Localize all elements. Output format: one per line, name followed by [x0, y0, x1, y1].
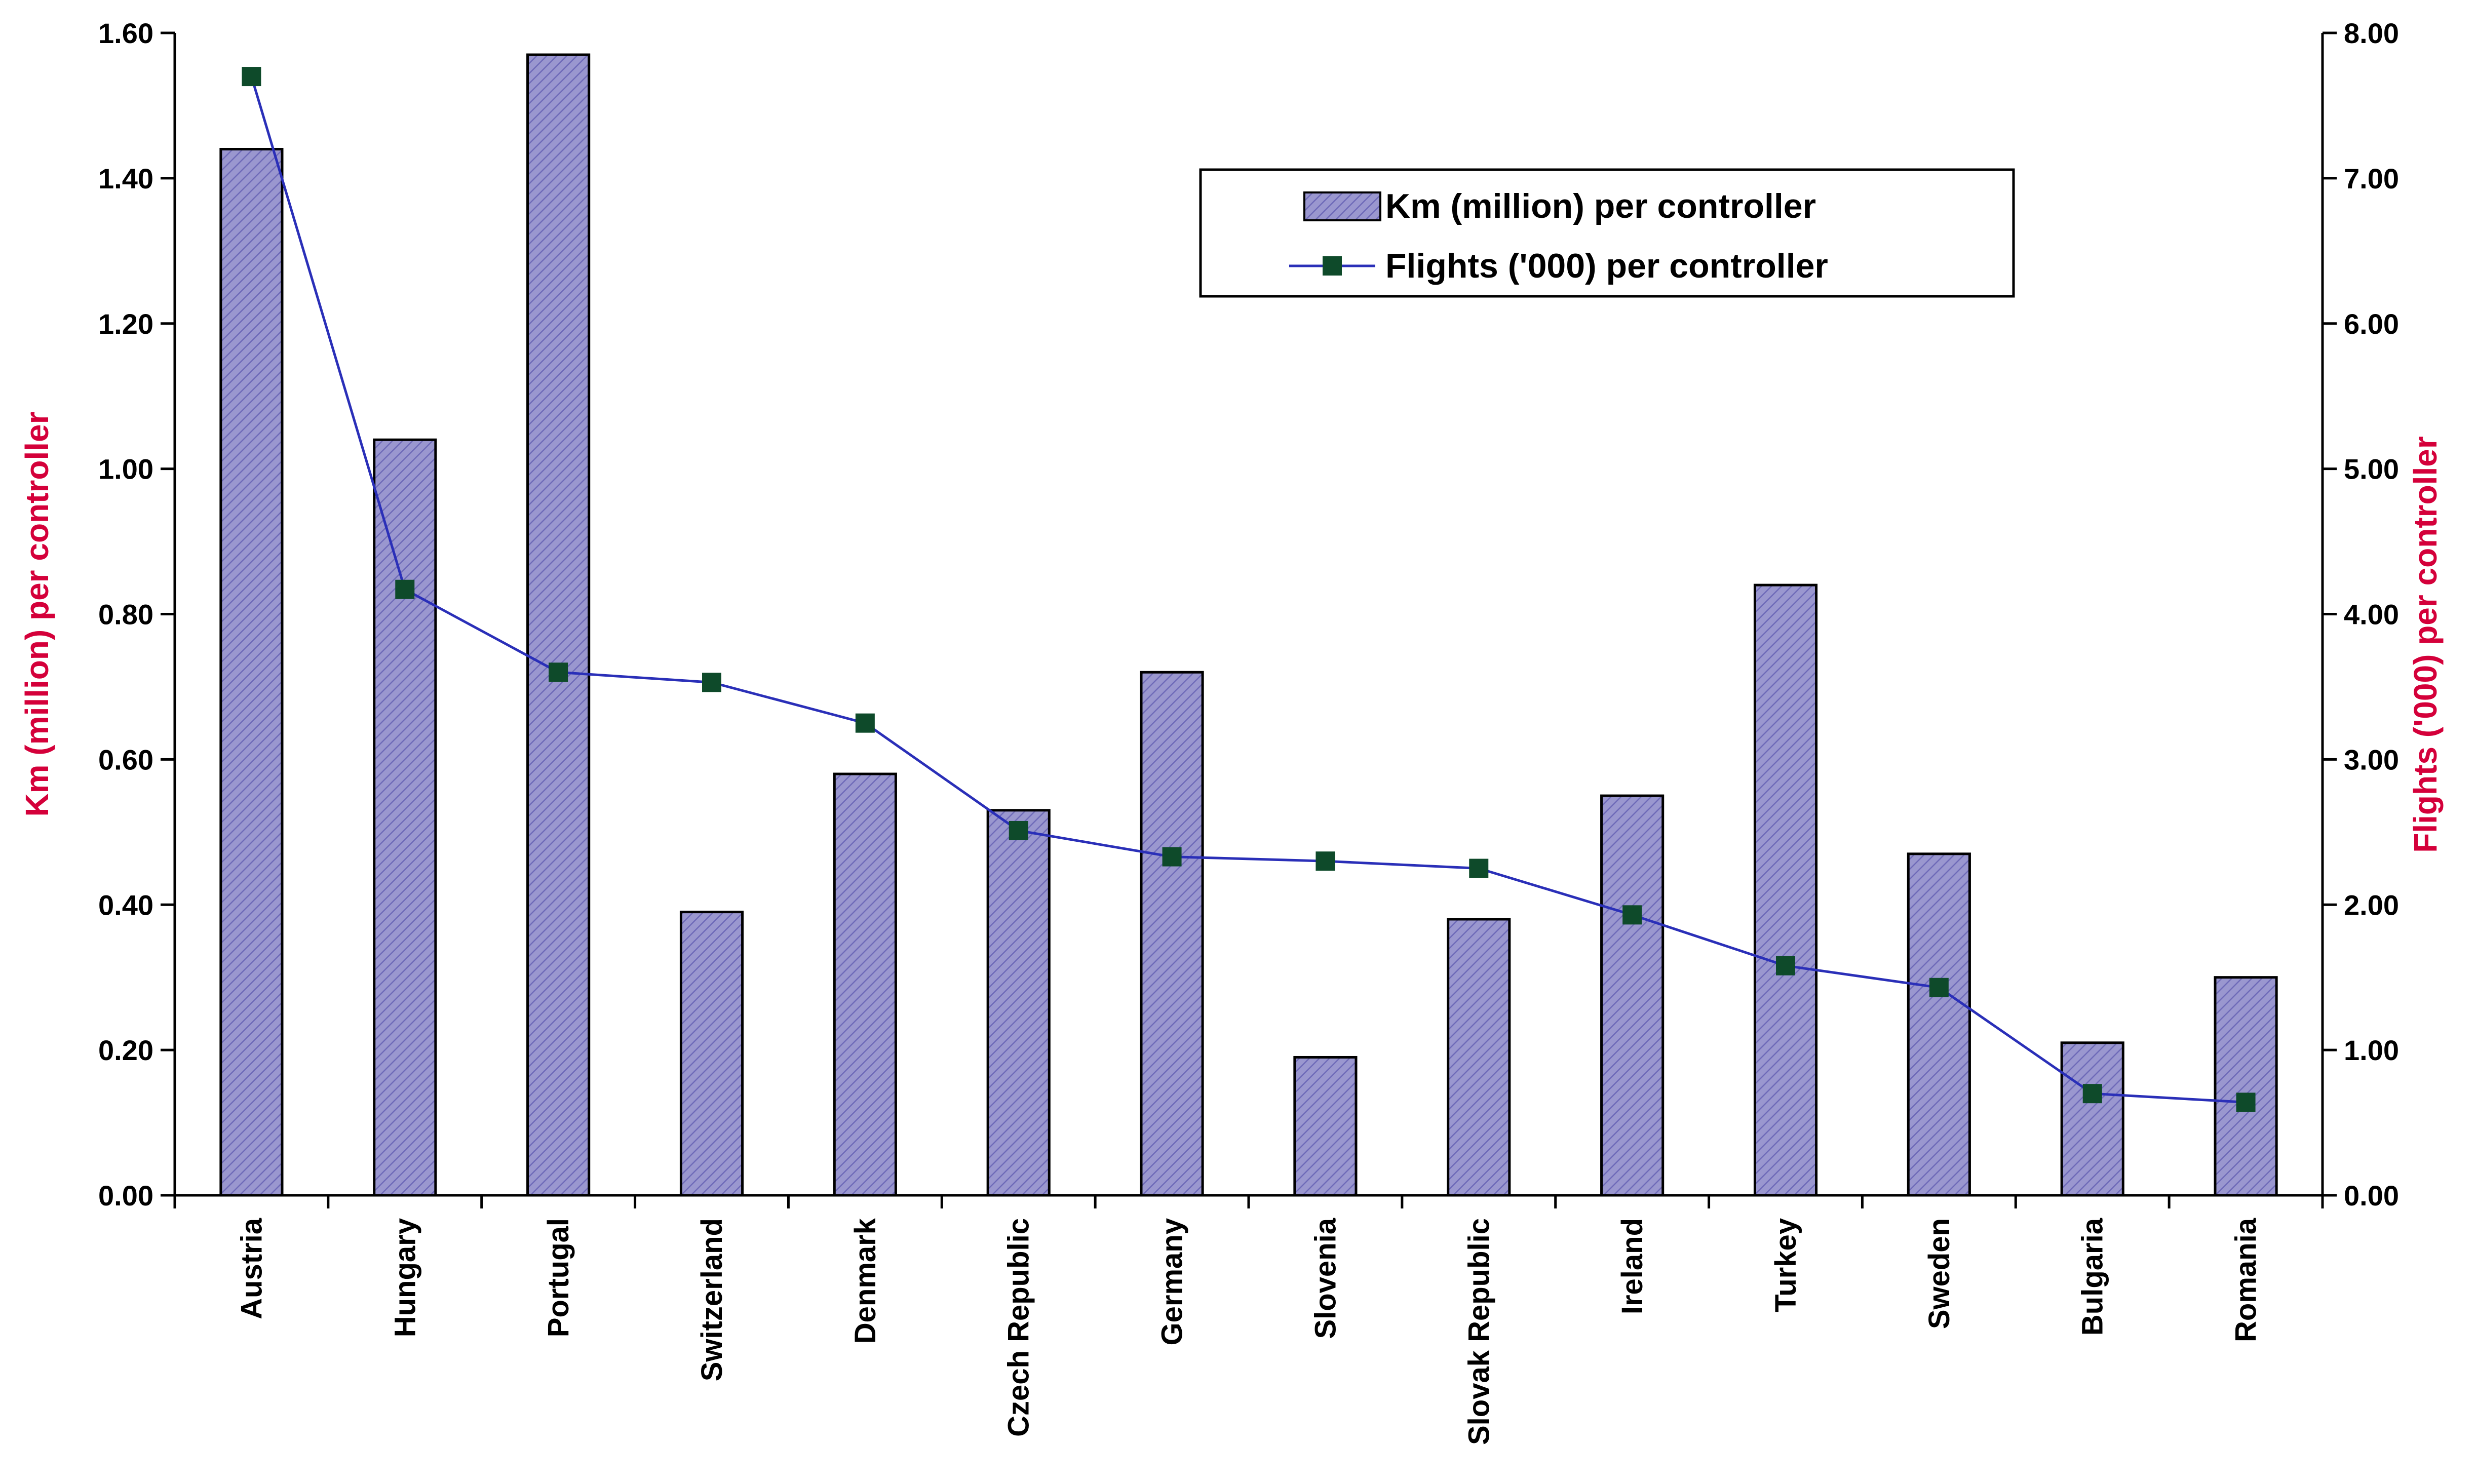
- category-label-sweden: Sweden: [1923, 1218, 1956, 1329]
- category-label-romania: Romania: [2230, 1218, 2263, 1342]
- point-sweden: [1929, 978, 1949, 997]
- bar-slovak-republic: [1447, 918, 1511, 1197]
- left-tick-label: 0.60: [98, 744, 153, 775]
- bars-layer: [219, 53, 2278, 1197]
- bar-hungary: [373, 438, 437, 1197]
- bar-switzerland: [679, 911, 744, 1197]
- left-tick-label: 1.40: [98, 163, 153, 194]
- category-label-austria: Austria: [235, 1218, 268, 1319]
- category-label-switzerland: Switzerland: [695, 1218, 728, 1381]
- point-romania: [2236, 1092, 2256, 1112]
- legend-label-km: Km (million) per controller: [1385, 187, 1816, 225]
- category-label-denmark: Denmark: [849, 1218, 882, 1344]
- bar-czech-republic: [986, 809, 1051, 1197]
- point-slovenia: [1316, 851, 1335, 871]
- left-tick-label: 0.20: [98, 1034, 153, 1066]
- point-czech-republic: [1009, 821, 1028, 840]
- category-label-slovak-republic: Slovak Republic: [1462, 1218, 1495, 1445]
- category-label-hungary: Hungary: [389, 1218, 421, 1337]
- left-tick-label: 1.00: [98, 453, 153, 485]
- bar-ireland: [1600, 794, 1665, 1197]
- category-label-bulgaria: Bulgaria: [2076, 1218, 2109, 1336]
- legend-swatch-marker: [1323, 256, 1342, 276]
- bar-romania: [2214, 976, 2278, 1197]
- legend: Km (million) per controller Flights ('000…: [1199, 168, 2015, 298]
- category-label-slovenia: Slovenia: [1309, 1218, 1342, 1339]
- point-austria: [242, 67, 261, 87]
- right-tick-label: 3.00: [2344, 744, 2399, 775]
- point-switzerland: [702, 673, 721, 692]
- right-tick-label: 5.00: [2344, 453, 2399, 485]
- point-germany: [1162, 847, 1182, 867]
- right-tick-label: 1.00: [2344, 1034, 2399, 1066]
- category-label-ireland: Ireland: [1616, 1218, 1649, 1314]
- right-tick-label: 2.00: [2344, 889, 2399, 921]
- bar-turkey: [1753, 583, 1818, 1197]
- legend-box: [1199, 168, 2015, 298]
- bar-denmark: [833, 772, 897, 1197]
- point-turkey: [1776, 956, 1795, 975]
- bar-sweden: [1907, 852, 1971, 1197]
- right-tick-label: 0.00: [2344, 1180, 2399, 1212]
- point-hungary: [395, 579, 415, 599]
- left-tick-label: 0.00: [98, 1180, 153, 1212]
- left-tick-label: 0.80: [98, 599, 153, 631]
- point-denmark: [855, 713, 875, 733]
- bar-austria: [219, 148, 284, 1197]
- left-axis-title: Km (million) per controller: [19, 411, 55, 816]
- category-label-turkey: Turkey: [1769, 1218, 1802, 1312]
- point-ireland: [1622, 905, 1642, 925]
- legend-swatch-bar: [1303, 191, 1381, 221]
- right-tick-label: 6.00: [2344, 308, 2399, 340]
- category-label-czech-republic: Czech Republic: [1002, 1218, 1035, 1437]
- right-tick-label: 8.00: [2344, 17, 2399, 49]
- line-layer: [242, 67, 2256, 1112]
- point-slovak-republic: [1469, 858, 1489, 878]
- category-label-portugal: Portugal: [542, 1218, 575, 1337]
- labels-layer: 0.00 0.20 0.40 0.60 0.80 1.00 1.20 1.40 1.60 0.00…: [19, 17, 2444, 1445]
- legend-label-flights: Flights ('000) per controller: [1385, 247, 1828, 285]
- bar-germany: [1140, 671, 1204, 1197]
- category-label-germany: Germany: [1156, 1218, 1189, 1345]
- point-bulgaria: [2082, 1084, 2102, 1104]
- right-tick-label: 7.00: [2344, 163, 2399, 194]
- bar-bulgaria: [2060, 1041, 2124, 1197]
- point-portugal: [549, 662, 568, 682]
- left-tick-label: 1.20: [98, 308, 153, 340]
- bar-slovenia: [1293, 1056, 1358, 1197]
- left-tick-label: 0.40: [98, 889, 153, 921]
- bar-portugal: [526, 53, 591, 1197]
- right-axis-title: Flights ('000) per controller: [2407, 436, 2444, 852]
- right-tick-label: 4.00: [2344, 599, 2399, 631]
- flights-series-line: [250, 76, 2246, 1104]
- left-tick-label: 1.60: [98, 17, 153, 49]
